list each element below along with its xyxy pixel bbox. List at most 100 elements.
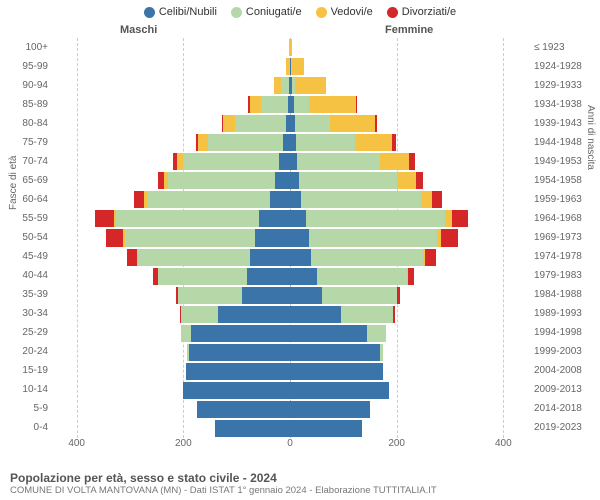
segment-div [416, 172, 422, 189]
female-bar [290, 115, 377, 132]
female-bar [290, 229, 458, 246]
birth-year-label: 1949-1953 [534, 157, 598, 167]
age-label: 20-24 [0, 347, 48, 357]
age-label: 65-69 [0, 176, 48, 186]
segment-div [356, 96, 357, 113]
segment-cel [215, 420, 290, 437]
segment-cel [290, 401, 370, 418]
female-bar [290, 363, 383, 380]
segment-div [397, 287, 400, 304]
age-label: 85-89 [0, 100, 48, 110]
birth-year-label: 1954-1958 [534, 176, 598, 186]
segment-ved [292, 58, 304, 75]
segment-con [116, 210, 259, 227]
footer: Popolazione per età, sesso e stato civil… [10, 471, 590, 496]
birth-year-label: 1924-1928 [534, 62, 598, 72]
segment-div [393, 306, 395, 323]
segment-con [168, 172, 275, 189]
segment-con [294, 96, 309, 113]
segment-div [134, 191, 144, 208]
segment-div [127, 249, 137, 266]
male-bar [127, 249, 290, 266]
segment-con [138, 249, 250, 266]
segment-ved [445, 210, 452, 227]
female-bar [290, 287, 400, 304]
pyramid-row [50, 305, 530, 324]
female-bar [290, 401, 370, 418]
age-label: 50-54 [0, 233, 48, 243]
chart-subtitle: COMUNE DI VOLTA MANTOVANA (MN) - Dati IS… [10, 485, 590, 496]
female-bar [290, 96, 357, 113]
segment-ved [274, 77, 281, 94]
female-bar [290, 191, 442, 208]
segment-cel [290, 363, 383, 380]
segment-ved [290, 39, 292, 56]
segment-ved [330, 115, 375, 132]
segment-cel [259, 210, 290, 227]
segment-cel [290, 420, 362, 437]
birth-year-label: 1989-1993 [534, 309, 598, 319]
pyramid-row [50, 248, 530, 267]
segment-cel [290, 153, 297, 170]
pyramid-row [50, 95, 530, 114]
female-bar [290, 134, 396, 151]
male-bar [153, 268, 290, 285]
age-label: 25-29 [0, 328, 48, 338]
male-bar [196, 134, 290, 151]
segment-con [301, 191, 421, 208]
segment-ved [380, 153, 409, 170]
segment-ved [198, 134, 208, 151]
y-axis-birth-labels: ≤ 19231924-19281929-19331934-19381939-19… [534, 38, 598, 438]
male-bar [248, 96, 290, 113]
male-bar [222, 115, 290, 132]
segment-cel [290, 229, 309, 246]
male-bar [187, 344, 290, 361]
age-label: 90-94 [0, 81, 48, 91]
segment-con [181, 306, 218, 323]
pyramid-row [50, 152, 530, 171]
legend-swatch [231, 7, 242, 18]
male-bar [274, 77, 290, 94]
male-bar [134, 191, 290, 208]
pyramid-row [50, 38, 530, 57]
birth-year-label: 1944-1948 [534, 138, 598, 148]
birth-year-label: ≤ 1923 [534, 43, 598, 53]
legend-item: Coniugati/e [231, 6, 302, 18]
segment-cel [270, 191, 290, 208]
segment-cel [242, 287, 290, 304]
segment-div [409, 153, 414, 170]
birth-year-label: 1979-1983 [534, 271, 598, 281]
female-bar [290, 39, 292, 56]
male-bar [181, 325, 290, 342]
segment-con [299, 172, 398, 189]
segment-con [306, 210, 445, 227]
segment-con [367, 325, 386, 342]
pyramid-row [50, 133, 530, 152]
y-axis-age-labels: 100+95-9990-9485-8980-8475-7970-7465-696… [0, 38, 48, 438]
pyramid-row [50, 400, 530, 419]
segment-cel [186, 363, 290, 380]
age-label: 5-9 [0, 404, 48, 414]
female-bar [290, 268, 414, 285]
birth-year-label: 1934-1938 [534, 100, 598, 110]
pyramid-row [50, 267, 530, 286]
segment-con [181, 325, 192, 342]
birth-year-label: 1999-2003 [534, 347, 598, 357]
legend-swatch [144, 7, 155, 18]
pyramid-row [50, 228, 530, 247]
legend-item: Divorziati/e [387, 6, 456, 18]
female-bar [290, 249, 436, 266]
birth-year-label: 1984-1988 [534, 290, 598, 300]
pyramid-row [50, 362, 530, 381]
segment-con [208, 134, 283, 151]
segment-ved [421, 191, 433, 208]
legend-label: Coniugati/e [246, 6, 302, 18]
segment-con [322, 287, 397, 304]
segment-cel [183, 382, 290, 399]
segment-con [297, 153, 380, 170]
legend-item: Celibi/Nubili [144, 6, 217, 18]
segment-cel [191, 325, 290, 342]
female-header: Femmine [385, 24, 433, 36]
segment-div [425, 249, 436, 266]
segment-div [441, 229, 458, 246]
